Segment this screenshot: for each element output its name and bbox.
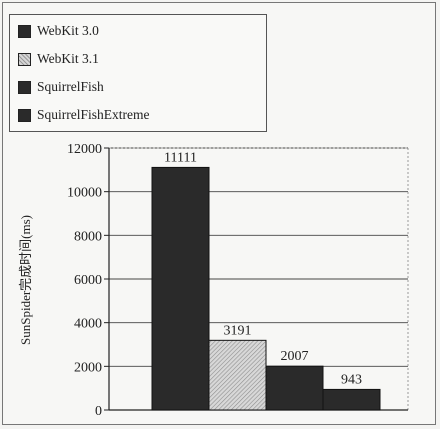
y-tick-label: 10000 (67, 186, 102, 201)
legend-label-webkit-3-0: WebKit 3.0 (37, 23, 99, 38)
y-tick-label: 8000 (74, 229, 102, 244)
legend-item-squirrelfish-extreme: SquirrelFishExtreme (18, 107, 149, 123)
bar-webkit-3-0 (151, 166, 210, 411)
chart-legend: WebKit 3.0 WebKit 3.1 SquirrelFish Squir… (9, 14, 267, 132)
legend-swatch-webkit-3-0 (18, 24, 31, 38)
bar-webkit-3-1 (208, 339, 267, 411)
y-tick-label: 4000 (74, 317, 102, 332)
bar-squirrelfishextreme (322, 388, 381, 411)
y-axis-title: SunSpider完成时间(ms) (18, 215, 33, 345)
bar-value-label: 2007 (281, 349, 309, 364)
bar-squirrelfish (265, 365, 324, 411)
legend-label-squirrelfish-extreme: SquirrelFishExtreme (37, 107, 150, 122)
y-tick-label: 0 (95, 404, 102, 419)
legend-item-webkit-3-0: WebKit 3.0 (18, 23, 99, 39)
legend-swatch-squirrelfish-extreme (18, 108, 31, 122)
legend-label-webkit-3-1: WebKit 3.1 (37, 51, 99, 66)
legend-item-squirrelfish: SquirrelFish (18, 79, 104, 95)
bar-value-label: 943 (341, 372, 362, 387)
bar-value-label: 11111 (164, 150, 197, 165)
legend-swatch-webkit-3-1 (18, 52, 31, 66)
legend-item-webkit-3-1: WebKit 3.1 (18, 51, 99, 67)
legend-label-squirrelfish: SquirrelFish (37, 79, 104, 94)
y-tick-label: 6000 (74, 273, 102, 288)
bar-value-label: 3191 (224, 323, 252, 338)
y-tick-label: 12000 (67, 142, 102, 157)
y-tick-label: 2000 (74, 360, 102, 375)
legend-swatch-squirrelfish (18, 80, 31, 94)
